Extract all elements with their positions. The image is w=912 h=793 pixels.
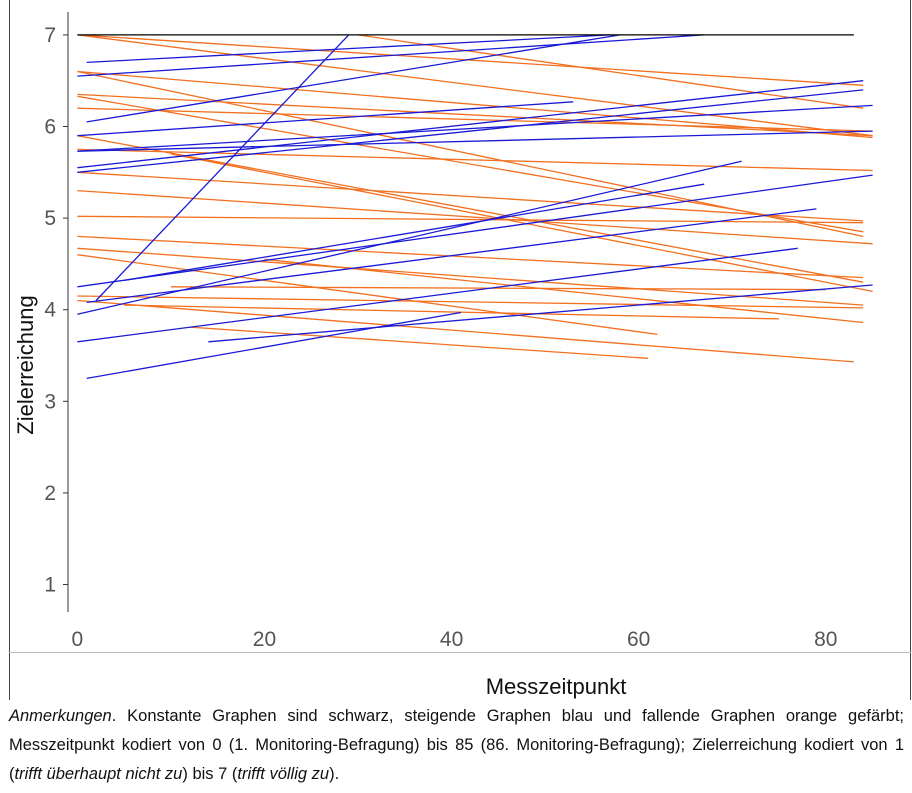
y-tick-label-4: 4 [44,299,56,322]
line-chart: 1 2 3 4 5 6 7 0 20 40 60 80 Zielerreichung Messzei… [13,12,873,699]
y-tick-label-1: 1 [44,574,56,597]
falling-series-line-9 [77,135,864,283]
rising-series-line-7 [77,89,864,173]
y-tick-label-5: 5 [44,207,56,230]
note-high-anchor: trifft völlig zu [237,765,330,783]
x-tick-label-60: 60 [627,628,650,651]
falling-series-line-18 [77,295,864,309]
falling-series-line-21 [189,326,649,359]
rising-series-line-2 [77,34,705,77]
frame-bottom-border [9,652,911,653]
rising-series-line-16 [86,311,462,380]
falling-series-line-5 [77,93,873,137]
chart-note: Anmerkungen. Konstante Graphen sind schw… [9,702,904,789]
falling-series-line-12 [77,171,864,222]
frame-right-border [910,0,911,700]
falling-series-line-17 [77,254,658,336]
falling-series-line-14 [77,215,864,224]
rising-series-line-15 [208,284,873,343]
rising-series-line-3 [86,34,621,123]
falling-series-line-13 [77,189,873,245]
y-tick-label-7: 7 [44,24,56,47]
falling-series-line-16 [77,247,864,306]
note-text-3: ). [329,765,340,783]
rising-series-line-9 [77,130,873,152]
falling-series-line-19 [124,304,780,320]
x-tick-label-40: 40 [440,628,463,651]
y-tick-label-3: 3 [44,390,56,413]
x-tick-label-0: 0 [72,628,84,651]
x-tick-label-20: 20 [253,628,276,651]
y-tick-group: 1 2 3 4 5 6 7 [44,24,68,597]
falling-series-line-23 [77,299,854,363]
x-axis-label: Messzeitpunkt [486,674,627,699]
falling-series-line-8 [77,70,864,238]
falling-series-line-20 [264,258,864,324]
note-text-2: ) bis 7 ( [182,765,238,783]
y-tick-label-2: 2 [44,482,56,505]
falling-series-line-6 [77,107,873,132]
rising-series-line-4 [95,34,350,301]
frame-left-border [9,0,10,700]
falling-series-line-22 [170,286,826,291]
falling-series-line-3 [77,34,873,137]
note-label: Anmerkungen [9,707,112,725]
falling-series-line-15 [77,235,864,279]
falling-series-line-2 [357,34,864,109]
rising-series-line-14 [77,247,798,343]
note-low-anchor: trifft überhaupt nicht zu [14,765,183,783]
y-axis-label: Zielerreichung [13,295,38,434]
series-group [77,34,873,380]
note-text-1: . Konstante Graphen sind schwarz, steige… [9,707,904,783]
y-tick-label-6: 6 [44,116,56,139]
falling-series-line-1 [77,34,864,86]
rising-series-line-8 [77,104,873,152]
x-tick-label-80: 80 [814,628,837,651]
rising-series-line-5 [77,80,864,169]
falling-series-line-4 [77,70,873,139]
rising-series-line-13 [86,208,817,304]
rising-series-line-12 [77,174,873,288]
rising-series-line-11 [123,183,705,282]
rising-series-line-6 [77,101,574,137]
rising-series-line-1 [86,34,611,64]
falling-series-line-11 [170,153,873,293]
x-tick-group: 0 20 40 60 80 [72,628,838,651]
